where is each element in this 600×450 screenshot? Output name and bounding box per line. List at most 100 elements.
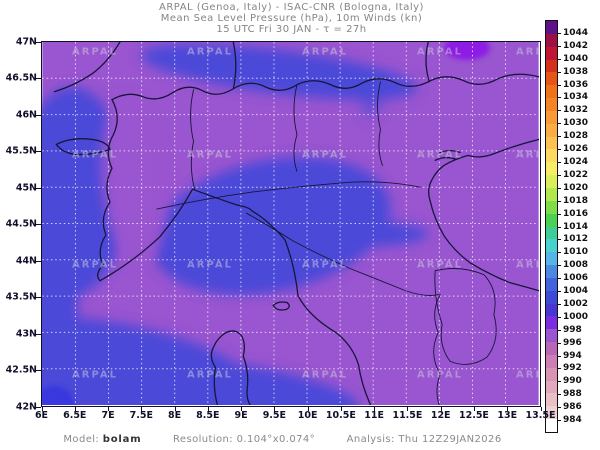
colorbar-cell bbox=[546, 123, 557, 137]
y-tick-label: 45.5N bbox=[5, 145, 37, 157]
x-tick-mark bbox=[540, 407, 542, 411]
colorbar-cell bbox=[546, 21, 557, 34]
y-tick-mark bbox=[36, 151, 41, 152]
x-tick-label: 8E bbox=[168, 410, 182, 421]
colorbar-cell bbox=[546, 290, 557, 304]
colorbar-value-label: 1010 bbox=[563, 247, 589, 258]
colorbar-cell bbox=[546, 33, 557, 47]
pressure-spot-deep-blue bbox=[42, 386, 75, 405]
colorbar-value-label: 986 bbox=[563, 402, 582, 413]
colorbar-cell bbox=[546, 265, 557, 278]
colorbar-tick bbox=[557, 394, 561, 396]
y-tick-mark bbox=[36, 406, 41, 408]
colorbar-cell bbox=[546, 187, 557, 201]
colorbar-value-label: 1024 bbox=[563, 156, 589, 167]
x-tick-mark bbox=[374, 407, 376, 411]
title-line-institutions: ARPAL (Genoa, Italy) - ISAC-CNR (Bologna… bbox=[159, 2, 424, 13]
pressure-map bbox=[42, 42, 539, 405]
colorbar-tick bbox=[557, 316, 561, 318]
colorbar-cell bbox=[546, 393, 557, 407]
colorbar-value-label: 1006 bbox=[563, 273, 589, 284]
colorbar-cell bbox=[546, 175, 557, 188]
y-tick-label: 42N bbox=[15, 401, 37, 412]
y-tick-label: 46N bbox=[15, 109, 37, 120]
colorbar-value-label: 1022 bbox=[563, 169, 589, 180]
adriatic-coastline bbox=[427, 138, 539, 292]
x-tick-mark bbox=[507, 407, 509, 411]
x-tick-mark bbox=[108, 407, 110, 411]
corsica-outline bbox=[210, 330, 251, 405]
colorbar-value-label: 988 bbox=[563, 389, 582, 400]
x-tick-label: 13.5E bbox=[525, 410, 556, 421]
venice-lagoon bbox=[434, 150, 461, 161]
colorbar-value-label: 1036 bbox=[563, 79, 589, 90]
colorbar-value-label: 990 bbox=[563, 376, 582, 387]
colorbar-tick bbox=[557, 200, 561, 202]
colorbar-cell bbox=[546, 303, 557, 317]
x-tick-mark bbox=[340, 407, 342, 411]
model-label: Model: bbox=[63, 434, 100, 445]
resolution-label: Resolution: bbox=[173, 434, 234, 445]
colorbar-value-label: 1044 bbox=[563, 27, 589, 38]
colorbar-value-label: 1028 bbox=[563, 131, 589, 142]
colorbar-value-label: 994 bbox=[563, 350, 582, 361]
colorbar-cell bbox=[546, 316, 557, 330]
colorbar-value-label: 1018 bbox=[563, 195, 589, 206]
model-value: bolam bbox=[102, 434, 142, 445]
y-tick-label: 42.5N bbox=[5, 364, 37, 376]
title-line-validtime: 15 UTC Fri 30 JAN - τ = 27h bbox=[216, 24, 367, 35]
colorbar-tick bbox=[557, 303, 561, 305]
colorbar-value-label: 1026 bbox=[563, 144, 589, 155]
x-tick-label: 10E bbox=[297, 410, 318, 421]
colorbar-cell bbox=[546, 85, 557, 99]
y-tick-mark bbox=[36, 260, 41, 262]
analysis-value: Thu 12Z29JAN2026 bbox=[398, 434, 502, 445]
colorbar-value-label: 1032 bbox=[563, 105, 589, 116]
x-tick-label: 11.5E bbox=[392, 410, 423, 421]
colorbar-cell bbox=[546, 72, 557, 86]
y-tick-label: 43N bbox=[15, 328, 37, 339]
colorbar-tick bbox=[557, 58, 561, 60]
colorbar-value-label: 992 bbox=[563, 363, 582, 374]
colorbar-tick bbox=[557, 278, 561, 280]
regional-borders bbox=[156, 81, 497, 405]
x-tick-label: 12.5E bbox=[458, 410, 489, 421]
x-tick-mark bbox=[41, 407, 43, 411]
colorbar-cell bbox=[546, 406, 557, 420]
x-tick-label: 7.5E bbox=[129, 410, 153, 421]
colorbar-tick bbox=[557, 149, 561, 151]
tyrrhenian-coastline bbox=[99, 188, 372, 405]
colorbar-cell bbox=[546, 252, 557, 266]
x-tick-label: 13E bbox=[497, 410, 518, 421]
colorbar-tick bbox=[557, 355, 561, 357]
colorbar-cell bbox=[546, 162, 557, 176]
colorbar-value-label: 1042 bbox=[563, 40, 589, 51]
colorbar-value-label: 1000 bbox=[563, 311, 589, 322]
x-tick-label: 6.5E bbox=[63, 410, 87, 421]
colorbar-cell bbox=[546, 329, 557, 343]
colorbar-cell bbox=[546, 380, 557, 394]
colorbar-cell bbox=[546, 98, 557, 111]
colorbar-cell bbox=[546, 200, 557, 214]
colorbar-value-label: 1008 bbox=[563, 260, 589, 271]
y-tick-mark bbox=[36, 41, 41, 43]
colorbar-tick bbox=[557, 239, 561, 241]
colorbar-cell bbox=[546, 59, 557, 73]
colorbar-tick bbox=[557, 213, 561, 215]
y-tick-label: 44N bbox=[15, 255, 37, 266]
y-tick-mark bbox=[36, 333, 41, 335]
y-tick-mark bbox=[36, 224, 41, 225]
colorbar-cell bbox=[546, 213, 557, 227]
colorbar-tick bbox=[557, 123, 561, 125]
colorbar-cell bbox=[546, 46, 557, 60]
colorbar-value-label: 984 bbox=[563, 415, 582, 426]
title-line-variable: Mean Sea Level Pressure (hPa), 10m Winds… bbox=[160, 13, 423, 24]
x-tick-mark bbox=[141, 407, 143, 411]
colorbar-tick bbox=[557, 252, 561, 254]
colorbar-tick bbox=[557, 420, 561, 422]
y-tick-label: 45N bbox=[15, 182, 37, 193]
colorbar-value-label: 998 bbox=[563, 324, 582, 335]
colorbar-tick bbox=[557, 265, 561, 267]
x-tick-label: 9.5E bbox=[262, 410, 287, 421]
